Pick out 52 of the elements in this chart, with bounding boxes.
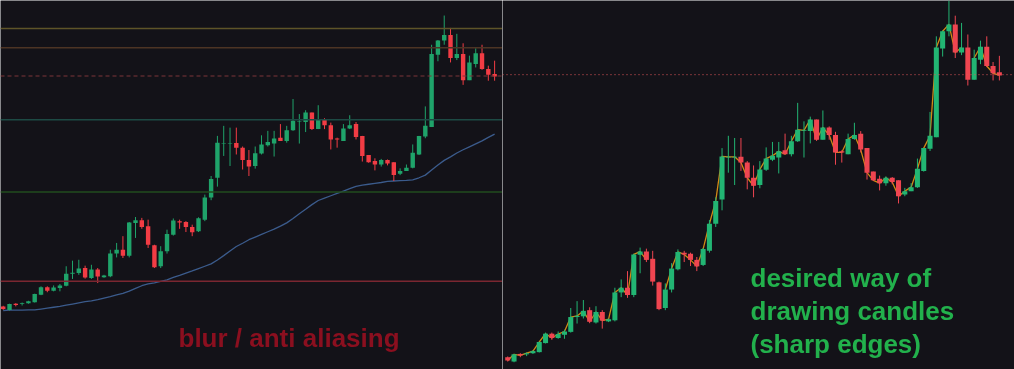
- text: blur / anti aliasing: [178, 322, 400, 353]
- candlestick: [227, 127, 233, 167]
- candlestick: [757, 160, 763, 189]
- candlestick: [788, 135, 794, 157]
- candlestick: [164, 229, 170, 255]
- candlestick: [328, 122, 334, 150]
- candlestick: [397, 167, 403, 176]
- candlestick: [158, 245, 163, 269]
- candlestick: [530, 349, 536, 355]
- candlestick: [738, 137, 744, 172]
- candlestick: [372, 157, 378, 171]
- candlestick: [713, 196, 719, 228]
- candlestick: [744, 160, 750, 190]
- candlestick: [568, 307, 574, 334]
- candlestick: [108, 249, 113, 278]
- candlestick: [959, 22, 965, 56]
- candlestick: [202, 194, 208, 222]
- candlestick: [574, 300, 580, 325]
- candlestick: [624, 270, 631, 299]
- candlestick: [240, 146, 245, 171]
- candlestick: [234, 127, 239, 155]
- candlestick: [246, 149, 252, 177]
- candlestick: [669, 262, 675, 293]
- candlestick: [637, 247, 643, 274]
- candlestick: [70, 260, 75, 280]
- candlestick: [599, 309, 605, 330]
- candlestick: [820, 109, 826, 141]
- candlestick: [271, 130, 277, 158]
- candlestick: [984, 35, 990, 68]
- candlestick: [479, 44, 485, 71]
- candlestick: [120, 235, 126, 259]
- candlestick: [883, 175, 889, 187]
- candlestick: [183, 220, 189, 233]
- candlestick: [946, 0, 952, 37]
- candlestick: [473, 47, 478, 68]
- candlestick: [580, 299, 586, 319]
- candlestick: [57, 283, 63, 292]
- candlestick: [675, 248, 681, 271]
- candlestick: [221, 125, 226, 157]
- candlestick: [442, 15, 447, 46]
- annotation: desired way of drawing candles (sharp edges): [750, 262, 955, 359]
- candlestick: [662, 282, 668, 311]
- candlestick: [448, 27, 453, 63]
- candlestick: [807, 116, 813, 144]
- candlestick: [751, 164, 757, 198]
- candlestick: [467, 55, 472, 81]
- candlestick: [391, 161, 397, 182]
- candlestick: [908, 182, 914, 192]
- candlestick: [145, 219, 151, 249]
- candlestick: [133, 216, 138, 239]
- candlestick: [593, 305, 599, 325]
- candlestick: [253, 146, 258, 170]
